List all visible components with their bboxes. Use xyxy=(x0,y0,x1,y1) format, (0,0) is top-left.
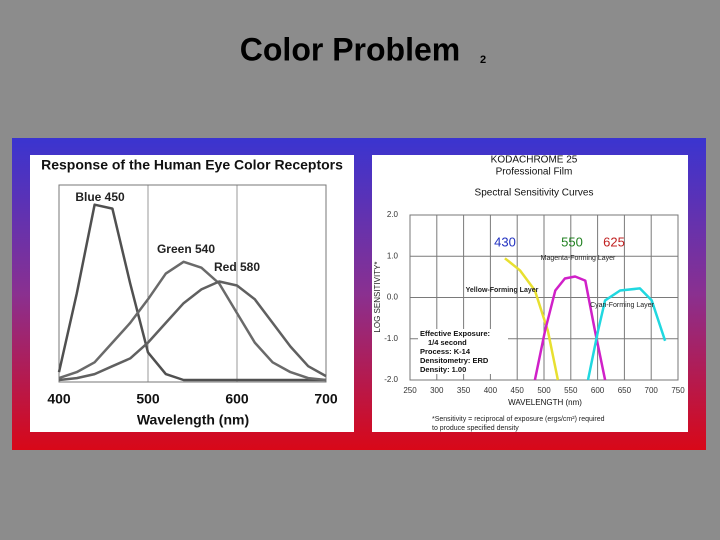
note-background xyxy=(418,365,508,374)
series-line xyxy=(586,287,667,381)
series-label: Red 580 xyxy=(214,260,260,274)
x-tick-label: 650 xyxy=(618,386,632,395)
plot-frame xyxy=(58,184,327,383)
slide-title: Color Problem xyxy=(240,31,460,67)
chart-subtitle: Spectral Sensitivity Curves xyxy=(475,188,594,199)
x-tick-label: 250 xyxy=(403,386,417,395)
note: Densitometry: ERD xyxy=(420,356,489,365)
x-tick-label: 500 xyxy=(537,386,551,395)
x-tick-label: 700 xyxy=(645,386,659,395)
note-background xyxy=(418,338,508,347)
plot-frame xyxy=(409,214,679,381)
x-tick-label: 450 xyxy=(511,386,525,395)
x-axis-label: Wavelength (nm) xyxy=(137,412,249,428)
x-tick-label: 350 xyxy=(457,386,471,395)
chart-title: Professional Film xyxy=(496,167,573,178)
x-tick-label: 400 xyxy=(47,391,71,407)
y-axis-label: LOG SENSITIVITY* xyxy=(373,261,382,332)
annotation: 430 xyxy=(494,234,516,249)
series-label: Yellow-Forming Layer xyxy=(466,287,539,294)
page-number: 2 xyxy=(480,54,486,66)
series-line xyxy=(533,275,607,381)
left-panel xyxy=(30,155,354,432)
x-tick-label: 300 xyxy=(430,386,444,395)
series-label: Magenta-Forming Layer xyxy=(541,255,616,262)
y-tick-label: 2.0 xyxy=(387,210,399,219)
annotation: 625 xyxy=(603,234,625,249)
note-background xyxy=(418,356,508,365)
x-tick-label: 600 xyxy=(225,391,249,407)
x-tick-label: 400 xyxy=(484,386,498,395)
x-tick-label: 700 xyxy=(314,391,338,407)
x-axis-label: WAVELENGTH (nm) xyxy=(508,398,582,407)
x-tick-label: 550 xyxy=(564,386,578,395)
chart-title: KODACHROME 25 xyxy=(491,155,578,166)
x-tick-label: 600 xyxy=(591,386,605,395)
right-panel xyxy=(372,155,688,432)
note-background xyxy=(418,347,508,356)
y-tick-label: -2.0 xyxy=(384,375,398,384)
note: 1/4 second xyxy=(428,338,467,347)
y-tick-label: 0.0 xyxy=(387,293,399,302)
note: Density: 1.00 xyxy=(420,365,466,374)
series-label: Cyan-Forming Layer xyxy=(590,302,654,309)
x-tick-label: 500 xyxy=(136,391,160,407)
annotation: 550 xyxy=(561,234,583,249)
footnote: to produce specified density xyxy=(432,425,519,432)
y-tick-label: 1.0 xyxy=(387,251,399,260)
series-line xyxy=(57,203,326,382)
series-label: Blue 450 xyxy=(75,190,125,204)
x-tick-label: 750 xyxy=(671,386,685,395)
note: Process: K-14 xyxy=(420,347,471,356)
y-tick-label: -1.0 xyxy=(384,334,398,343)
chart-title: Response of the Human Eye Color Receptor… xyxy=(41,157,343,173)
note-background xyxy=(418,329,508,338)
series-line xyxy=(504,257,560,381)
series-line xyxy=(58,260,327,382)
note: Effective Exposure: xyxy=(420,329,490,338)
series-label: Green 540 xyxy=(157,242,215,256)
footnote: *Sensitivity = reciprocal of exposure (e… xyxy=(432,416,605,423)
series-line xyxy=(58,280,327,382)
